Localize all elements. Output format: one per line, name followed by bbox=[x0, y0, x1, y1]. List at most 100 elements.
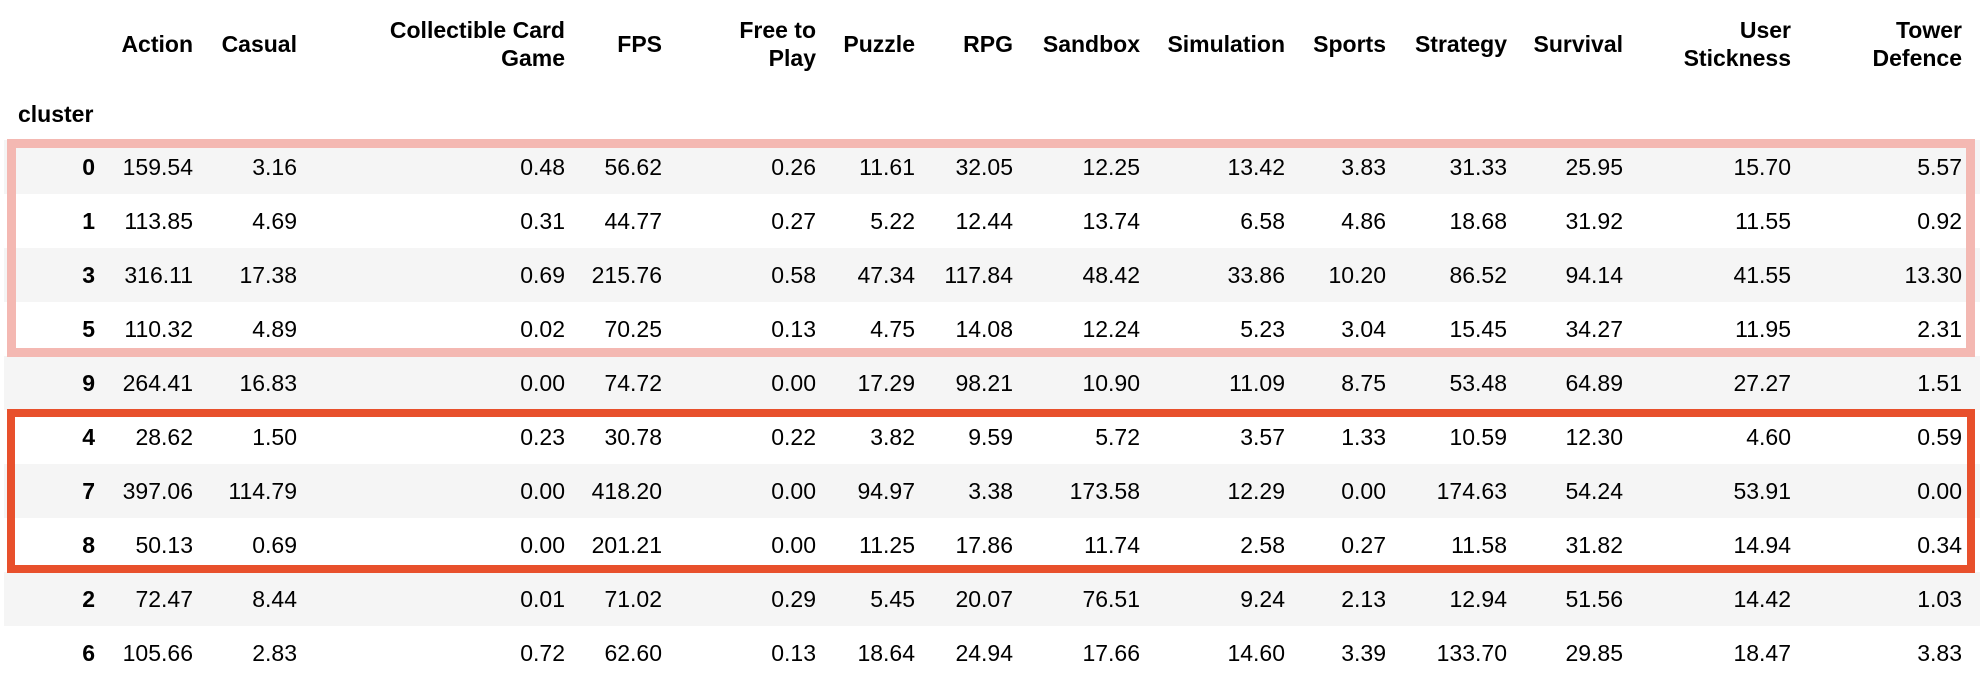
table-cell: 0.92 bbox=[1917, 208, 1962, 234]
table-cell: 1.50 bbox=[252, 424, 297, 450]
table-cell: 5.72 bbox=[1095, 424, 1140, 450]
table-cell: 2.83 bbox=[252, 640, 297, 666]
table-cell: 56.62 bbox=[604, 154, 662, 180]
table-cell: 0.13 bbox=[771, 316, 816, 342]
table-cell: 4.86 bbox=[1341, 208, 1386, 234]
table-cell: 113.85 bbox=[124, 208, 193, 234]
table-cell: 11.25 bbox=[859, 532, 915, 558]
table-cell: 3.57 bbox=[1240, 424, 1285, 450]
row-index-cell: 4 bbox=[82, 424, 95, 450]
table-cell: 0.34 bbox=[1917, 532, 1962, 558]
table-cell: 8.75 bbox=[1341, 370, 1386, 396]
table-cell: 0.59 bbox=[1917, 424, 1962, 450]
column-header-line: Simulation bbox=[1167, 31, 1285, 57]
table-row: 4 28.62 1.50 0.23 30.78 0.22 3.82 9.59 5.72 3.57 1… bbox=[4, 410, 1980, 464]
index-name-label: cluster bbox=[18, 101, 94, 127]
table-cell: 54.24 bbox=[1565, 478, 1623, 504]
table-cell: 13.74 bbox=[1082, 208, 1140, 234]
table-cell: 105.66 bbox=[122, 640, 193, 666]
column-header: Sandbox bbox=[1043, 30, 1140, 58]
table-cell: 20.07 bbox=[955, 586, 1013, 612]
table-row: 1 113.85 4.69 0.31 44.77 0.27 5.22 12.44 13.74 6.… bbox=[4, 194, 1980, 248]
table-cell: 11.74 bbox=[1084, 532, 1140, 558]
table-cell: 0.00 bbox=[771, 532, 816, 558]
column-header: Strategy bbox=[1415, 30, 1507, 58]
column-header-line: Free to bbox=[739, 17, 816, 43]
table-cell: 215.76 bbox=[591, 262, 662, 288]
table-cell: 3.16 bbox=[252, 154, 297, 180]
table-row: 9 264.41 16.83 0.00 74.72 0.00 17.29 98.21 10.90… bbox=[4, 356, 1980, 410]
table-cell: 33.86 bbox=[1227, 262, 1285, 288]
table-cell: 114.79 bbox=[228, 478, 297, 504]
table-cell: 71.02 bbox=[604, 586, 662, 612]
table-cell: 2.58 bbox=[1240, 532, 1285, 558]
table-cell: 0.02 bbox=[520, 316, 565, 342]
table-cell: 27.27 bbox=[1733, 370, 1791, 396]
table-cell: 0.00 bbox=[771, 478, 816, 504]
table-cell: 13.42 bbox=[1227, 154, 1285, 180]
table-cell: 3.39 bbox=[1341, 640, 1386, 666]
table-cell: 397.06 bbox=[122, 478, 193, 504]
table-cell: 29.85 bbox=[1565, 640, 1623, 666]
table-cell: 0.00 bbox=[520, 478, 565, 504]
column-header-line: User bbox=[1739, 17, 1791, 43]
column-header: Sports bbox=[1313, 30, 1386, 58]
table-cell: 76.51 bbox=[1082, 586, 1140, 612]
column-header-line: FPS bbox=[617, 31, 662, 57]
table-cell: 10.59 bbox=[1449, 424, 1507, 450]
column-header-line: Puzzle bbox=[843, 31, 915, 57]
table-cell: 74.72 bbox=[604, 370, 662, 396]
table-cell: 17.86 bbox=[955, 532, 1013, 558]
table-cell: 201.21 bbox=[591, 532, 662, 558]
table-cell: 15.45 bbox=[1449, 316, 1507, 342]
table-cell: 11.61 bbox=[859, 154, 915, 180]
table-cell: 18.64 bbox=[857, 640, 915, 666]
table-cell: 5.23 bbox=[1240, 316, 1285, 342]
table-cell: 14.94 bbox=[1733, 532, 1791, 558]
table-cell: 41.55 bbox=[1733, 262, 1791, 288]
column-header-line: RPG bbox=[963, 31, 1013, 57]
row-index-cell: 1 bbox=[82, 208, 95, 234]
row-index-cell: 3 bbox=[82, 262, 95, 288]
row-index-cell: 5 bbox=[82, 316, 95, 342]
table-cell: 13.30 bbox=[1904, 262, 1962, 288]
column-header: Action bbox=[121, 30, 193, 58]
table-cell: 3.83 bbox=[1917, 640, 1962, 666]
column-header-line: Defence bbox=[1872, 45, 1962, 71]
table-cell: 0.69 bbox=[520, 262, 565, 288]
table-cell: 264.41 bbox=[122, 370, 193, 396]
table-cell: 0.29 bbox=[771, 586, 816, 612]
table-cell: 18.47 bbox=[1733, 640, 1791, 666]
table-cell: 14.42 bbox=[1733, 586, 1791, 612]
column-header-line: Play bbox=[768, 45, 816, 71]
table-cell: 17.66 bbox=[1082, 640, 1140, 666]
table-cell: 174.63 bbox=[1436, 478, 1507, 504]
table-cell: 0.00 bbox=[520, 370, 565, 396]
table-cell: 133.70 bbox=[1436, 640, 1507, 666]
table-cell: 12.94 bbox=[1449, 586, 1507, 612]
column-header: Tower Defence bbox=[1873, 16, 1962, 72]
table-cell: 15.70 bbox=[1733, 154, 1791, 180]
table-cell: 72.47 bbox=[135, 586, 193, 612]
table-cell: 12.24 bbox=[1082, 316, 1140, 342]
table-row: 2 72.47 8.44 0.01 71.02 0.29 5.45 20.07 76.51 9.2… bbox=[4, 572, 1980, 626]
table-cell: 50.13 bbox=[135, 532, 193, 558]
table-cell: 2.31 bbox=[1917, 316, 1962, 342]
table-cell: 11.58 bbox=[1451, 532, 1507, 558]
table-cell: 53.48 bbox=[1449, 370, 1507, 396]
column-header-line: Game bbox=[501, 45, 565, 71]
table-cell: 11.09 bbox=[1229, 370, 1285, 396]
table-cell: 62.60 bbox=[604, 640, 662, 666]
table-cell: 17.29 bbox=[857, 370, 915, 396]
table-cell: 10.90 bbox=[1082, 370, 1140, 396]
table-cell: 3.38 bbox=[968, 478, 1013, 504]
table-cell: 0.00 bbox=[1917, 478, 1962, 504]
table-cell: 30.78 bbox=[604, 424, 662, 450]
table-cell: 12.25 bbox=[1082, 154, 1140, 180]
table-row: 0 159.54 3.16 0.48 56.62 0.26 11.61 32.05 12.25 1… bbox=[4, 140, 1980, 194]
table-cell: 94.97 bbox=[857, 478, 915, 504]
table-cell: 0.27 bbox=[1341, 532, 1386, 558]
table-cell: 9.24 bbox=[1240, 586, 1285, 612]
column-header: RPG bbox=[963, 30, 1013, 58]
table-cell: 10.20 bbox=[1328, 262, 1386, 288]
